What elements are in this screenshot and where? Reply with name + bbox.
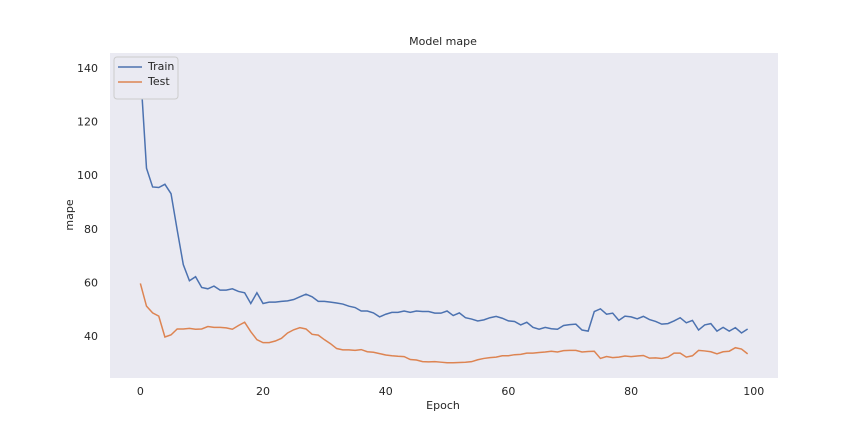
y-axis-label: mape xyxy=(63,199,76,230)
x-tick-label: 40 xyxy=(379,385,393,398)
x-tick-label: 0 xyxy=(137,385,144,398)
legend-label: Test xyxy=(147,75,170,88)
y-tick-label: 140 xyxy=(77,62,98,75)
x-tick-label: 100 xyxy=(743,385,764,398)
x-axis-label: Epoch xyxy=(426,399,460,412)
legend-label: Train xyxy=(147,60,174,73)
x-tick-label: 60 xyxy=(501,385,515,398)
y-tick-label: 120 xyxy=(77,116,98,129)
y-tick-label: 40 xyxy=(84,330,98,343)
y-tick-label: 60 xyxy=(84,276,98,289)
chart-title: Model mape xyxy=(409,35,477,48)
series-line xyxy=(139,283,749,364)
y-tick-label: 80 xyxy=(84,223,98,236)
y-tick-label: 100 xyxy=(77,169,98,182)
x-tick-label: 80 xyxy=(624,385,638,398)
legend: Train Test xyxy=(113,56,179,100)
series-line xyxy=(139,69,749,334)
plot-area xyxy=(110,53,778,378)
x-tick-label: 20 xyxy=(256,385,270,398)
